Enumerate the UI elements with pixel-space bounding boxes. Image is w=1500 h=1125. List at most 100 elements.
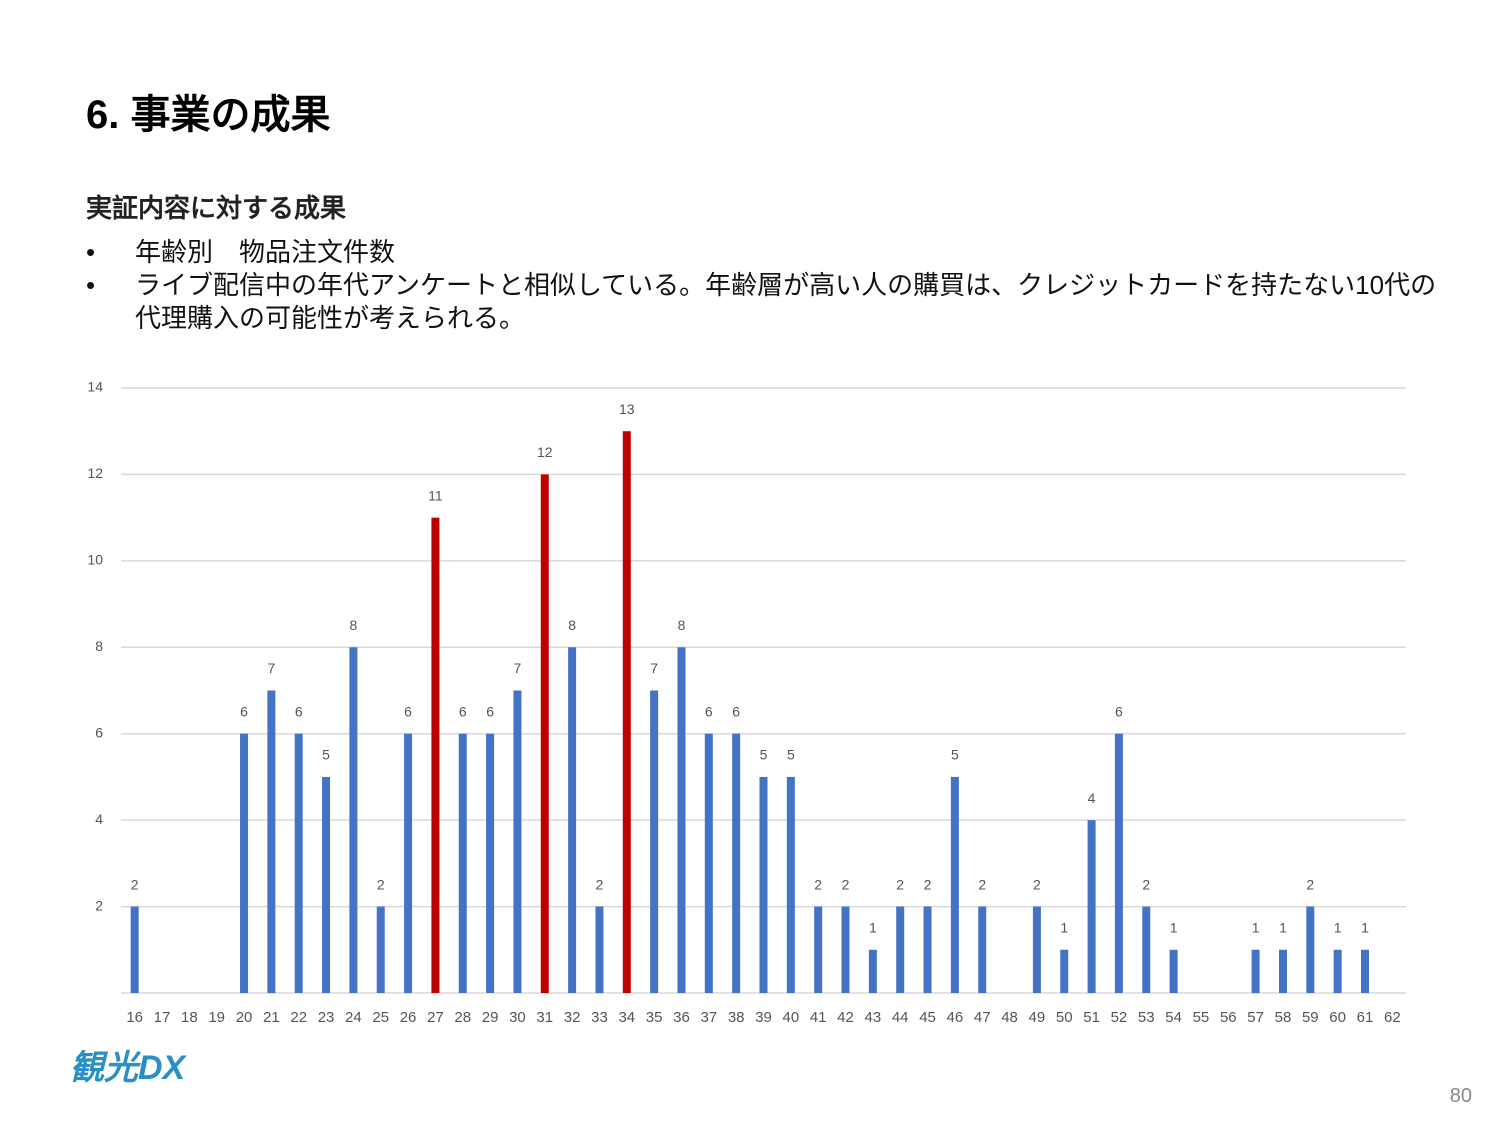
x-tick-label: 16 <box>126 1009 143 1026</box>
bar <box>404 733 413 993</box>
x-tick-label: 44 <box>892 1009 909 1026</box>
bar <box>568 647 577 993</box>
bar <box>1032 906 1041 993</box>
x-tick-label: 40 <box>782 1009 799 1026</box>
bar <box>1333 949 1342 993</box>
x-tick-label: 24 <box>345 1009 362 1026</box>
x-tick-label: 61 <box>1357 1009 1374 1026</box>
data-label: 2 <box>978 876 986 892</box>
data-label: 6 <box>295 703 303 719</box>
data-label: 6 <box>240 703 248 719</box>
bar <box>1087 820 1096 993</box>
data-label: 8 <box>349 617 357 633</box>
bar <box>1251 949 1260 993</box>
y-tick-label: 6 <box>95 724 103 740</box>
bullet: ライブ配信中の年代アンケートと相似している。年齢層が高い人の購買は、クレジットカ… <box>86 269 1456 335</box>
bar <box>595 906 604 993</box>
x-tick-label: 28 <box>454 1009 471 1026</box>
data-label: 4 <box>1088 790 1096 806</box>
x-tick-label: 25 <box>372 1009 389 1026</box>
data-label: 7 <box>267 660 275 676</box>
bar <box>1060 949 1069 993</box>
x-tick-label: 42 <box>837 1009 854 1026</box>
x-tick-label: 35 <box>646 1009 663 1026</box>
y-tick-label: 8 <box>95 638 103 654</box>
x-tick-label: 62 <box>1384 1009 1401 1026</box>
data-label: 6 <box>1115 703 1123 719</box>
bar <box>267 690 276 993</box>
bar <box>349 647 358 993</box>
x-tick-label: 47 <box>974 1009 991 1026</box>
page-number: 80 <box>1449 1085 1472 1107</box>
data-label: 1 <box>1361 919 1369 935</box>
data-label: 1 <box>869 919 877 935</box>
bullet: 年齢別 物品注文件数 <box>86 236 1456 269</box>
bar <box>513 690 522 993</box>
data-label: 7 <box>514 660 522 676</box>
bar <box>458 733 467 993</box>
x-tick-label: 39 <box>755 1009 772 1026</box>
data-label: 13 <box>619 401 635 417</box>
x-tick-label: 31 <box>536 1009 553 1026</box>
x-tick-label: 21 <box>263 1009 280 1026</box>
bar <box>1278 949 1287 993</box>
bar <box>650 690 659 993</box>
bar <box>322 776 331 993</box>
x-tick-label: 37 <box>700 1009 717 1026</box>
data-label: 8 <box>678 617 686 633</box>
bar <box>759 776 768 993</box>
y-tick-label: 4 <box>95 811 103 827</box>
data-label: 5 <box>760 747 768 763</box>
x-tick-label: 23 <box>318 1009 335 1026</box>
x-tick-label: 32 <box>564 1009 581 1026</box>
bar <box>732 733 741 993</box>
data-label: 6 <box>732 703 740 719</box>
bar <box>896 906 905 993</box>
y-tick-label: 10 <box>87 552 103 568</box>
data-label: 5 <box>951 747 959 763</box>
bar <box>868 949 877 993</box>
data-label: 6 <box>404 703 412 719</box>
data-label: 5 <box>787 747 795 763</box>
bar <box>814 906 823 993</box>
x-tick-label: 34 <box>618 1009 635 1026</box>
bar <box>240 733 249 993</box>
subtitle: 実証内容に対する成果 <box>86 193 347 223</box>
x-tick-label: 27 <box>427 1009 444 1026</box>
x-tick-label: 49 <box>1029 1009 1046 1026</box>
data-label: 1 <box>1334 919 1342 935</box>
bar <box>540 474 549 993</box>
bar <box>376 906 385 993</box>
data-label: 8 <box>568 617 576 633</box>
bar <box>978 906 987 993</box>
bar <box>841 906 850 993</box>
data-label: 1 <box>1279 919 1287 935</box>
bar <box>1142 906 1151 993</box>
data-label: 2 <box>377 876 385 892</box>
bar <box>704 733 713 993</box>
bar <box>950 776 959 993</box>
slide-title: 6. 事業の成果 <box>86 93 331 137</box>
data-label: 2 <box>1142 876 1150 892</box>
x-tick-label: 51 <box>1083 1009 1100 1026</box>
bar <box>1360 949 1369 993</box>
x-tick-label: 17 <box>154 1009 171 1026</box>
x-tick-label: 30 <box>509 1009 526 1026</box>
y-tick-label: 2 <box>95 897 103 913</box>
x-tick-label: 29 <box>482 1009 499 1026</box>
bar <box>130 906 139 993</box>
x-tick-label: 54 <box>1165 1009 1182 1026</box>
y-tick-label: 14 <box>87 379 103 395</box>
x-tick-label: 53 <box>1138 1009 1155 1026</box>
data-label: 2 <box>1306 876 1314 892</box>
x-tick-label: 36 <box>673 1009 690 1026</box>
y-tick-label: 12 <box>87 465 103 481</box>
bar <box>677 647 686 993</box>
bar <box>622 431 631 993</box>
data-label: 2 <box>1033 876 1041 892</box>
data-label: 2 <box>596 876 604 892</box>
data-label: 12 <box>537 444 553 460</box>
x-tick-label: 55 <box>1193 1009 1210 1026</box>
data-label: 11 <box>428 487 443 503</box>
